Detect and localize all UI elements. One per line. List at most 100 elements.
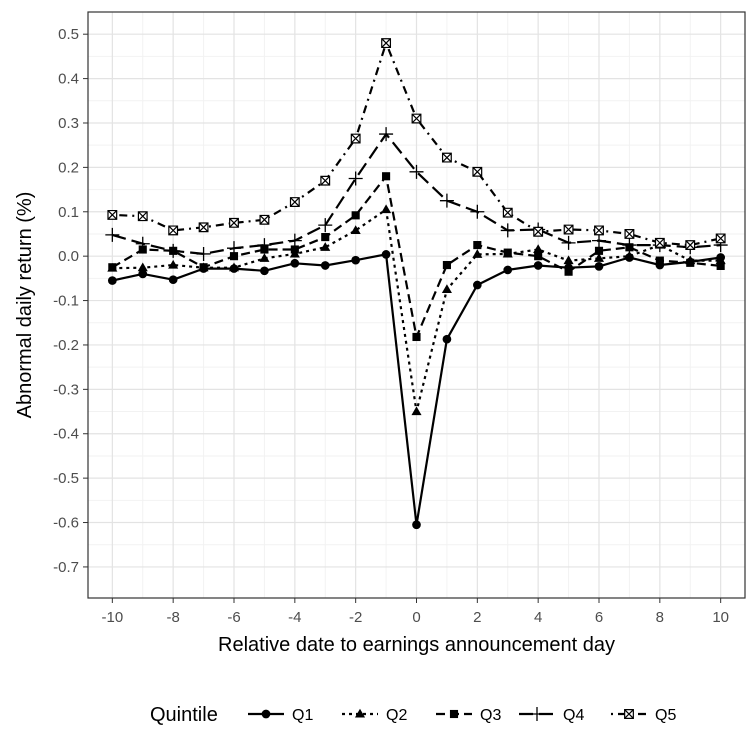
legend-marker-q3 xyxy=(449,709,459,719)
data-point-q4 xyxy=(227,241,241,256)
x-tick-label: 0 xyxy=(412,609,420,626)
data-point-q5 xyxy=(168,225,179,236)
data-point-q5 xyxy=(289,197,300,207)
legend-marker-q1 xyxy=(261,709,271,719)
y-tick-label: 0.4 xyxy=(58,71,79,88)
data-point-q4 xyxy=(196,246,211,261)
x-tick-label: 4 xyxy=(534,609,542,626)
data-point-q5 xyxy=(411,113,422,124)
data-point-q2 xyxy=(259,253,270,262)
data-point-q5 xyxy=(654,237,665,248)
data-point-q3 xyxy=(686,258,695,267)
legend: Quintile Q1 Q2 Q3 Q4 Q5 xyxy=(150,704,676,726)
data-point-q5 xyxy=(259,214,270,225)
data-point-q5 xyxy=(229,217,239,228)
data-point-q1 xyxy=(594,262,604,271)
data-point-q4 xyxy=(561,235,576,250)
data-point-q2 xyxy=(411,406,422,416)
data-point-q1 xyxy=(412,520,421,530)
data-point-q2 xyxy=(533,244,544,254)
data-point-q1 xyxy=(533,261,543,270)
data-point-q1 xyxy=(351,255,361,265)
grid xyxy=(88,12,745,598)
x-tick-label: 8 xyxy=(656,609,664,626)
data-point-q5 xyxy=(472,166,483,177)
data-point-q3 xyxy=(594,246,604,255)
data-point-q2 xyxy=(137,262,148,272)
data-point-q2 xyxy=(441,284,452,293)
x-tick-label: 2 xyxy=(473,609,481,626)
data-point-q3 xyxy=(442,260,451,270)
data-point-q4 xyxy=(257,238,272,253)
x-tick-label: -2 xyxy=(349,609,362,626)
x-tick-label: -8 xyxy=(166,609,179,626)
data-point-q3 xyxy=(503,248,512,257)
x-tick-label: -10 xyxy=(101,609,123,626)
data-point-q4 xyxy=(318,218,333,233)
data-point-q5 xyxy=(350,133,361,144)
data-point-q4 xyxy=(166,243,181,258)
x-tick-label: -4 xyxy=(288,609,301,626)
data-point-q3 xyxy=(321,233,330,242)
data-point-q2 xyxy=(381,204,392,214)
y-tick-label: -0.7 xyxy=(53,559,79,576)
data-point-q4 xyxy=(105,227,120,242)
data-point-q2 xyxy=(472,249,483,258)
data-point-q3 xyxy=(534,252,543,261)
data-point-q5 xyxy=(441,152,452,163)
data-point-q4 xyxy=(348,171,363,186)
data-point-q1 xyxy=(442,334,452,344)
data-point-q2 xyxy=(320,242,331,251)
data-point-q5 xyxy=(685,240,696,251)
y-tick-label: 0.2 xyxy=(58,159,79,176)
legend-key-q3: Q3 xyxy=(436,707,501,724)
data-point-q1 xyxy=(290,258,300,268)
data-point-q3 xyxy=(199,263,208,272)
y-tick-label: 0.5 xyxy=(58,26,79,43)
legend-label: Q3 xyxy=(480,707,501,724)
data-point-q5 xyxy=(624,229,635,239)
data-point-q3 xyxy=(351,211,360,220)
data-point-q1 xyxy=(503,265,513,275)
data-point-q3 xyxy=(108,263,117,272)
data-point-q5 xyxy=(533,226,544,237)
legend-marker-q5 xyxy=(624,709,634,719)
legend-key-q4: Q4 xyxy=(519,707,584,724)
data-point-q5 xyxy=(594,225,604,236)
data-point-q2 xyxy=(228,262,240,272)
legend-label: Q5 xyxy=(655,707,676,724)
axes: -10 -8 -6 -4 -2 0 2 4 6 8 10 0.5 0.4 0.3 0.2 0.1 0.0 -0.1… xyxy=(53,26,729,626)
data-point-q4 xyxy=(470,204,485,219)
data-point-q3 xyxy=(655,256,664,265)
data-point-q3 xyxy=(290,245,299,254)
y-axis-title: Abnormal daily return (%) xyxy=(14,192,36,419)
data-point-q1 xyxy=(138,269,148,279)
legend-key-q2: Q2 xyxy=(342,707,407,724)
data-point-q1 xyxy=(107,276,117,285)
data-point-q4 xyxy=(439,193,454,208)
data-point-q5 xyxy=(198,222,209,233)
data-point-q5 xyxy=(320,175,331,186)
data-point-q1 xyxy=(381,250,391,259)
data-point-q2 xyxy=(168,259,179,269)
data-point-q5 xyxy=(107,209,118,220)
data-point-q1 xyxy=(320,261,330,270)
y-tick-label: -0.4 xyxy=(53,426,79,443)
data-point-q2 xyxy=(350,225,361,234)
legend-label: Q4 xyxy=(563,707,584,724)
data-point-q4 xyxy=(379,127,394,142)
data-point-q1 xyxy=(472,280,482,290)
x-tick-label: 6 xyxy=(595,609,603,626)
data-point-q4 xyxy=(592,233,606,248)
legend-key-q1: Q1 xyxy=(248,707,313,724)
legend-key-q5: Q5 xyxy=(611,707,676,724)
y-tick-label: 0.0 xyxy=(58,248,79,265)
y-tick-label: -0.2 xyxy=(53,337,79,354)
data-point-q3 xyxy=(382,172,391,181)
data-point-q4 xyxy=(500,223,515,238)
data-point-q3 xyxy=(412,332,421,342)
legend-marker-q2 xyxy=(354,708,366,718)
x-axis-title: Relative date to earnings announcement d… xyxy=(218,634,615,656)
data-point-q1 xyxy=(260,266,269,276)
